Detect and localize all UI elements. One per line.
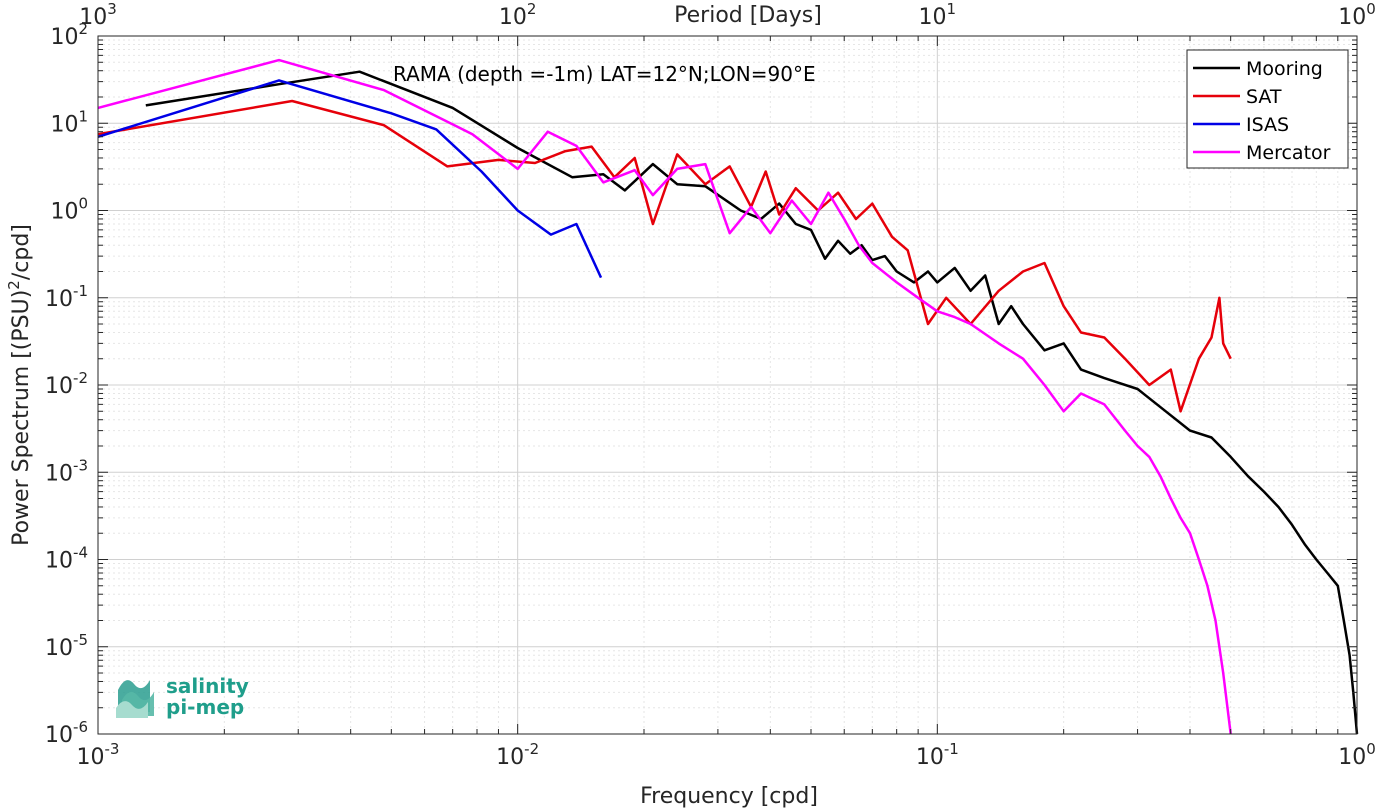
series-layer — [97, 58, 1359, 735]
x-tick-label: 10-2 — [496, 740, 539, 770]
x-tick-label: 10-1 — [916, 740, 959, 770]
legend-label-isas: ISAS — [1246, 114, 1289, 136]
chart-annotation: RAMA (depth =-1m) LAT=12°N;LON=90°E — [393, 62, 816, 86]
top-x-tick-label: 103 — [79, 0, 117, 30]
salinity-pi-mep-logo: salinity pi-mep — [116, 674, 249, 719]
y-axis-label: Power Spectrum [(PSU)2/cpd] — [5, 224, 34, 546]
y-tick-label: 10-1 — [45, 282, 88, 312]
grid-lines — [97, 36, 1357, 735]
x-tick-label: 10-3 — [77, 740, 120, 770]
series-line-mercator — [97, 58, 1232, 735]
legend-label-mooring: Mooring — [1246, 58, 1323, 80]
y-axis-label-tail: /cpd] — [9, 224, 34, 280]
legend-box — [1186, 49, 1349, 169]
y-tick-label: 10-3 — [45, 456, 88, 486]
logo-line1: salinity — [166, 674, 249, 698]
legend-label-mercator: Mercator — [1246, 142, 1331, 164]
y-axis-label-sup: 2 — [5, 280, 23, 290]
y-tick-label: 10-6 — [45, 718, 88, 748]
y-tick-label: 101 — [50, 107, 88, 137]
y-tick-label: 10-5 — [45, 631, 88, 661]
y-tick-label: 10-2 — [45, 369, 88, 399]
top-x-tick-label: 102 — [499, 0, 537, 30]
y-tick-label: 10-4 — [45, 544, 88, 574]
series-line-sat — [97, 99, 1232, 413]
top-x-tick-label: 100 — [1338, 0, 1376, 30]
tick-marks — [97, 36, 1357, 735]
y-tick-label: 102 — [50, 20, 88, 50]
legend: Mooring SAT ISAS Mercator — [1186, 49, 1349, 169]
top-x-tick-label: 101 — [919, 0, 957, 30]
legend-label-sat: SAT — [1246, 86, 1282, 108]
x-axis-label: Frequency [cpd] — [640, 784, 818, 809]
y-axis-label-main: Power Spectrum [(PSU) — [9, 290, 34, 546]
top-x-axis-label: Period [Days] — [674, 3, 822, 28]
logo-line2: pi-mep — [166, 695, 244, 719]
y-tick-label: 100 — [50, 195, 88, 225]
series-line-isas — [97, 79, 603, 279]
logo-wave-front — [116, 701, 148, 718]
series-line-mooring — [145, 70, 1359, 735]
x-tick-label: 100 — [1338, 740, 1376, 770]
